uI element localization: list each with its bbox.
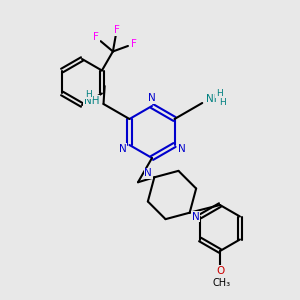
- Text: O: O: [216, 266, 224, 276]
- Text: N: N: [178, 144, 185, 154]
- Text: F: F: [131, 39, 137, 49]
- Text: CH₃: CH₃: [213, 278, 231, 288]
- Text: N: N: [144, 168, 152, 178]
- Text: F: F: [114, 25, 120, 35]
- Text: H: H: [85, 89, 92, 98]
- Text: N: N: [148, 93, 156, 103]
- Text: H: H: [216, 88, 223, 98]
- Text: N: N: [192, 212, 200, 222]
- Text: F: F: [93, 32, 99, 42]
- Text: N: N: [119, 144, 126, 154]
- Text: NH: NH: [84, 96, 100, 106]
- Text: H: H: [219, 98, 226, 106]
- Text: NH: NH: [206, 94, 222, 104]
